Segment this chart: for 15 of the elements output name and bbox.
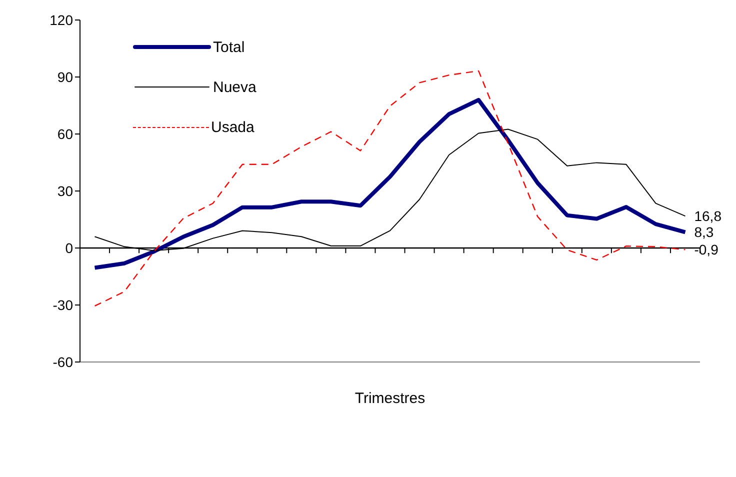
- data-label: 8,3: [694, 224, 714, 240]
- x-axis-title: Trimestres: [354, 390, 426, 407]
- line-series: [92, 98, 688, 270]
- y-tick-label: 60: [57, 126, 74, 142]
- legend-label: Total: [213, 38, 245, 56]
- legend-label: Nueva: [213, 78, 256, 96]
- data-label: 16,8: [694, 208, 722, 224]
- y-tick-label: -60: [52, 354, 74, 370]
- series-label: Usada: [211, 118, 254, 136]
- y-tick-label: 120: [50, 12, 74, 28]
- line-series: [94, 70, 686, 307]
- y-tick-label: -30: [52, 296, 74, 313]
- y-tick-label: 30: [57, 182, 74, 199]
- y-tick-label: 0: [65, 240, 74, 256]
- y-tick-label: 90: [57, 68, 74, 85]
